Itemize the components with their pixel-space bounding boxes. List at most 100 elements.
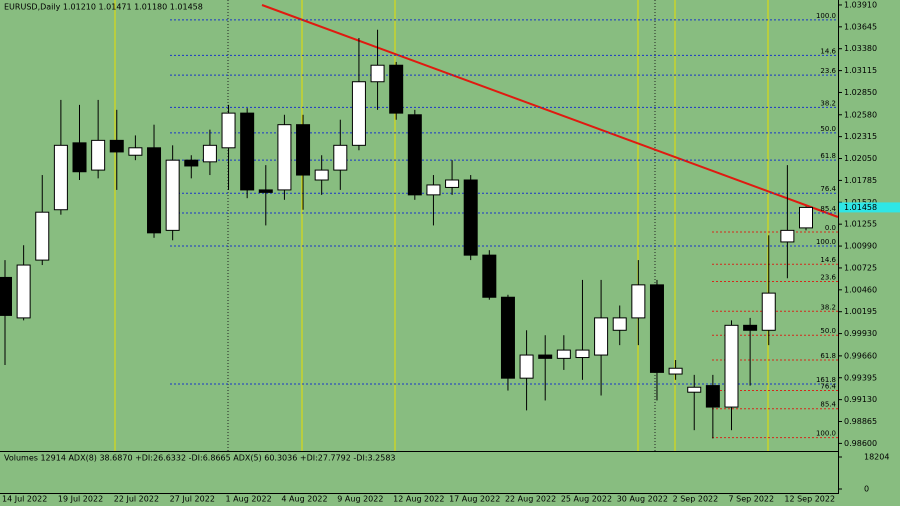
fib-label: 14.6 <box>820 256 836 264</box>
y-tick-label: 1.03380 <box>844 44 877 53</box>
y-tick-label: 1.00195 <box>844 307 877 316</box>
x-tick-label: 27 Jul 2022 <box>170 495 215 504</box>
y-tick-label: 1.00460 <box>844 285 877 294</box>
candle-body <box>556 349 571 359</box>
fibonacci-levels: 100.0 14.6 23.6 38.2 50.0 61.8 76.4 85.4 100.0 16… <box>170 12 838 439</box>
candle-body <box>743 324 758 331</box>
fib-label: 61.8 <box>820 352 836 360</box>
x-tick-label: 14 Jul 2022 <box>2 495 47 504</box>
candle-body <box>612 317 627 331</box>
fib-label: 38.2 <box>820 99 836 107</box>
candle-body <box>631 284 646 319</box>
fib-label: 85.4 <box>820 205 836 213</box>
vol-tick-label: 18204 <box>864 453 889 462</box>
y-tick-label: 0.98600 <box>844 439 877 448</box>
candle-body <box>389 64 404 114</box>
candle-body <box>482 254 497 298</box>
last-price-box <box>839 202 900 213</box>
candle-body <box>72 142 87 173</box>
fib-label: 14.6 <box>820 47 836 55</box>
y-tick-label: 1.03645 <box>844 22 877 31</box>
y-tick-label: 0.99130 <box>844 395 877 404</box>
fib-label: 38.2 <box>820 303 836 311</box>
candle-body <box>370 64 385 83</box>
x-tick-label: 25 Aug 2022 <box>561 495 612 504</box>
fib-label: 100.0 <box>816 12 836 20</box>
candle-body <box>724 324 739 408</box>
candle-body <box>799 206 813 229</box>
candle-body <box>35 211 50 261</box>
fib-label: 0.0 <box>825 224 836 232</box>
y-tick-label: 1.01520 <box>844 198 877 207</box>
candle-body <box>538 354 553 359</box>
x-tick-label: 22 Aug 2022 <box>505 495 556 504</box>
y-tick-label: 0.99660 <box>844 351 877 360</box>
indicator-label: Volumes 12914 ADX(8) 38.6870 +DI:26.6332… <box>4 454 396 463</box>
candle-body <box>761 292 776 331</box>
candle-body <box>687 386 702 393</box>
candle-body <box>277 124 292 191</box>
x-tick-label: 1 Aug 2022 <box>226 495 272 504</box>
x-tick-label: 7 Sep 2022 <box>728 495 774 504</box>
fib-label: 23.6 <box>820 67 836 75</box>
x-tick-label: 22 Jul 2022 <box>114 495 159 504</box>
candle-body <box>426 184 441 196</box>
candle-body <box>221 112 236 149</box>
fib-label: 76.4 <box>820 185 836 193</box>
y-tick-label: 0.99395 <box>844 373 877 382</box>
candle-body <box>184 159 199 167</box>
y-tick-label: 1.03115 <box>844 66 877 75</box>
candle-body <box>0 276 12 316</box>
candle-body <box>240 112 255 191</box>
candle-body <box>16 264 31 319</box>
y-tick-label: 1.03910 <box>844 0 877 9</box>
candle-body <box>333 144 348 171</box>
x-tick-label: 17 Aug 2022 <box>449 495 500 504</box>
fib-label: 50.0 <box>820 125 836 133</box>
y-tick-label: 1.02850 <box>844 88 877 97</box>
y-tick-label: 0.99930 <box>844 329 877 338</box>
candle-body <box>91 139 106 171</box>
candle-body <box>53 144 68 211</box>
candle-body <box>668 367 683 375</box>
x-tick-label: 12 Aug 2022 <box>393 495 444 504</box>
vol-tick-label: 0 <box>864 485 869 494</box>
candle-body <box>147 147 162 234</box>
fib-label: 85.4 <box>820 401 836 409</box>
x-tick-label: 4 Aug 2022 <box>281 495 327 504</box>
candle-body <box>575 349 590 359</box>
fib-label: 161.8 <box>816 376 836 384</box>
y-tick-label: 1.00990 <box>844 242 877 251</box>
candle-body <box>445 179 460 188</box>
fib-label: 100.0 <box>816 430 836 438</box>
candle-body <box>296 124 311 176</box>
y-tick-label: 1.00725 <box>844 263 877 272</box>
trend-line <box>261 4 839 218</box>
y-tick-label: 1.02580 <box>844 110 877 119</box>
candle-body <box>109 139 124 153</box>
fib-label: 23.6 <box>820 274 836 282</box>
chart-title: EURUSD,Daily 1.01210 1.01471 1.01180 1.0… <box>4 3 203 12</box>
x-tick-label: 12 Sep 2022 <box>784 495 835 504</box>
y-tick-label: 1.01785 <box>844 176 877 185</box>
y-tick-label: 1.02315 <box>844 132 877 141</box>
x-tick-label: 2 Sep 2022 <box>673 495 719 504</box>
candle-body <box>258 189 273 193</box>
candle-body <box>649 284 664 373</box>
candle-body <box>165 159 180 231</box>
x-tick-label: 30 Aug 2022 <box>617 495 668 504</box>
y-tick-label: 0.98865 <box>844 417 877 426</box>
y-tick-label: 1.01255 <box>844 220 877 229</box>
candle-body <box>128 147 143 156</box>
candle-body <box>705 385 720 408</box>
candle-body <box>407 114 422 196</box>
fib-label: 100.0 <box>816 238 836 246</box>
candle-body <box>519 354 534 379</box>
candle-body <box>594 317 609 356</box>
candle-body <box>202 144 217 163</box>
last-price-label: 1.01458 <box>844 203 877 212</box>
